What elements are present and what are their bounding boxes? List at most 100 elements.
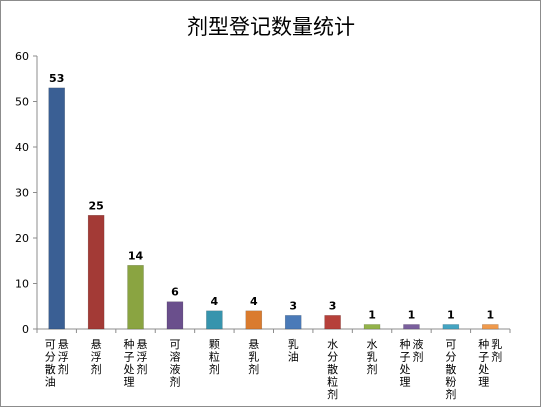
x-tick-char: 粉 <box>445 376 456 389</box>
x-tick-char: 散 <box>445 362 456 376</box>
x-tick-char: 液 <box>412 337 423 351</box>
x-tick-char: 可 <box>445 338 456 351</box>
x-tick-char: 处 <box>478 363 489 376</box>
y-tick-label: 40 <box>15 141 29 154</box>
data-label: 4 <box>211 295 219 308</box>
x-tick-char: 处 <box>399 363 410 376</box>
x-tick-char: 悬 <box>58 338 69 351</box>
bar <box>245 310 263 330</box>
x-tick-char: 乳 <box>248 351 259 364</box>
x-tick-char: 溶 <box>169 350 180 364</box>
x-tick-char: 剂 <box>91 362 102 376</box>
data-label: 3 <box>289 299 297 312</box>
data-label: 1 <box>368 308 376 321</box>
x-tick-char: 剂 <box>412 350 423 364</box>
y-tick-label: 20 <box>15 232 29 245</box>
x-tick-char: 浮 <box>91 351 102 364</box>
data-label: 1 <box>447 308 455 321</box>
x-tick-char: 可 <box>45 338 56 351</box>
bar <box>403 324 420 330</box>
x-tick-char: 理 <box>399 376 410 389</box>
x-tick-char: 散 <box>327 362 338 376</box>
data-label: 6 <box>171 286 179 299</box>
x-tick-char: 粒 <box>209 350 220 364</box>
x-tick-char: 剂 <box>491 350 502 364</box>
y-tick-label: 30 <box>15 187 29 200</box>
bar <box>206 310 223 330</box>
x-tick-char: 悬 <box>137 338 148 351</box>
x-tick-char: 乳 <box>367 351 378 364</box>
x-tick-char: 乳 <box>288 338 299 351</box>
x-tick-char: 油 <box>288 350 299 364</box>
x-tick-char: 剂 <box>327 387 338 401</box>
bar <box>166 301 184 330</box>
axes: 0 10 20 30 40 50 60 <box>15 50 511 336</box>
x-tick-label: 悬乳剂 <box>248 338 259 376</box>
data-labels: 53 25 14 6 4 4 3 3 1 1 1 1 <box>49 72 494 322</box>
x-tick-char: 理 <box>478 376 489 389</box>
bar <box>127 265 144 330</box>
bar <box>482 324 499 330</box>
x-tick-char: 悬 <box>91 338 102 351</box>
data-label: 3 <box>329 299 337 312</box>
x-tick-char: 悬 <box>248 338 259 351</box>
data-label: 1 <box>486 308 494 321</box>
x-tick-char: 剂 <box>58 362 69 376</box>
x-tick-char: 种 <box>399 337 410 351</box>
x-tick-char: 理 <box>124 376 135 389</box>
x-tick-char: 分 <box>45 351 56 364</box>
x-tick-char: 水 <box>367 338 378 351</box>
bar <box>363 324 381 330</box>
data-label: 25 <box>88 199 103 212</box>
y-tick-label: 60 <box>15 50 29 63</box>
x-tick-label: 乳油 <box>288 338 299 364</box>
x-tick-char: 剂 <box>169 375 180 389</box>
x-tick-char: 子 <box>124 351 135 364</box>
x-tick-label: 颗粒剂 <box>209 338 220 376</box>
x-tick-char: 浮 <box>137 351 148 364</box>
bar <box>324 315 341 330</box>
x-tick-char: 处 <box>124 363 135 376</box>
x-tick-char: 剂 <box>445 387 456 401</box>
x-tick-label: 水乳剂 <box>367 338 378 376</box>
x-tick-char: 剂 <box>137 362 148 376</box>
x-tick-labels: 悬浮剂可分散油悬浮剂悬浮剂种子处理可溶液剂颗粒剂悬乳剂乳油水分散粒剂水乳剂液剂种… <box>45 337 503 401</box>
x-tick-char: 液 <box>169 362 180 376</box>
x-tick-char: 种 <box>478 337 489 351</box>
x-tick-char: 子 <box>399 351 410 364</box>
x-tick-char: 粒 <box>327 375 338 389</box>
bars <box>48 87 499 330</box>
bar <box>442 324 460 330</box>
bar <box>284 315 302 330</box>
x-tick-char: 剂 <box>248 362 259 376</box>
x-tick-char: 剂 <box>367 362 378 376</box>
bar <box>48 87 65 330</box>
x-tick-char: 颗 <box>209 338 220 351</box>
x-tick-char: 剂 <box>209 362 220 376</box>
x-tick-char: 浮 <box>58 351 69 364</box>
data-label: 1 <box>408 308 416 321</box>
data-label: 4 <box>250 295 258 308</box>
x-tick-char: 水 <box>327 338 338 351</box>
y-tick-label: 50 <box>15 96 29 109</box>
x-tick-char: 种 <box>124 337 135 351</box>
data-label: 14 <box>128 249 144 262</box>
y-tick-label: 10 <box>15 278 29 291</box>
x-tick-char: 可 <box>169 338 180 351</box>
x-tick-char: 油 <box>45 375 56 389</box>
x-tick-label: 悬浮剂 <box>91 338 102 376</box>
bar <box>87 215 105 330</box>
y-tick-label: 0 <box>22 323 29 336</box>
x-tick-char: 分 <box>327 351 338 364</box>
x-tick-char: 分 <box>445 351 456 364</box>
data-label: 53 <box>49 72 64 85</box>
